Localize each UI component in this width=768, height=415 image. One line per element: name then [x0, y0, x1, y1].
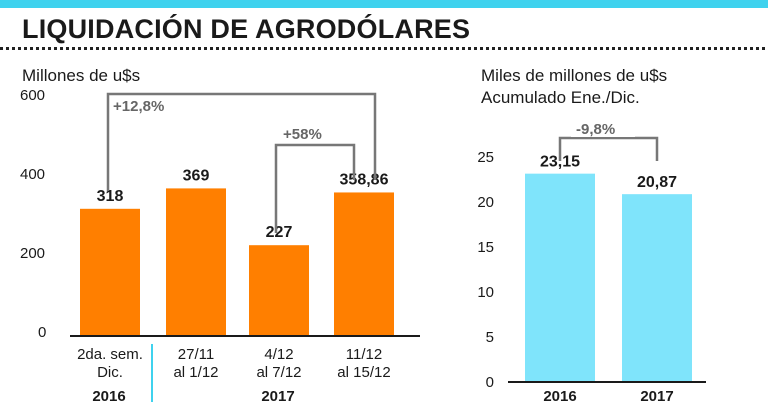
left-bar — [334, 192, 394, 336]
right-ytick: 20 — [477, 194, 494, 211]
group-label-2017: 2017 — [261, 388, 294, 405]
right-bar — [622, 194, 692, 382]
left-category-label: al 7/12 — [256, 364, 301, 381]
right-ytick: 15 — [477, 239, 494, 256]
right-bar-value-label: 20,87 — [637, 174, 677, 191]
bracket-58 — [274, 143, 356, 233]
chart-title: LIQUIDACIÓN DE AGRODÓLARES — [22, 14, 471, 44]
left-category-label: 27/11 — [178, 346, 214, 363]
left-chart: Millones de u$s 600 400 200 0 318 369 227 3… — [20, 66, 420, 405]
bracket-minus-9-8 — [558, 136, 659, 161]
title-rule — [0, 47, 768, 50]
left-bar-value-label: 358,86 — [340, 171, 389, 188]
left-bar — [80, 208, 140, 336]
left-category-label: 2da. sem. — [77, 346, 143, 363]
bracket-label-bg — [280, 125, 336, 142]
left-category-label: 4/12 — [264, 346, 293, 363]
left-category-label: Dic. — [97, 364, 123, 381]
right-ytick: 0 — [486, 374, 494, 391]
right-category-label: 2017 — [640, 388, 673, 405]
left-category-label: al 1/12 — [173, 364, 218, 381]
annotation-plus-58: +58% — [283, 126, 322, 143]
right-ytick: 25 — [477, 149, 494, 166]
left-bar-value-label: 318 — [97, 188, 124, 205]
left-bar — [249, 245, 309, 336]
left-bar — [166, 188, 226, 336]
annotation-minus-9-8: -9,8% — [576, 121, 615, 138]
right-chart: Miles de millones de u$s Acumulado Ene./… — [477, 66, 706, 405]
right-category-label: 2016 — [543, 388, 576, 405]
top-accent-bar — [0, 0, 768, 8]
right-bar — [525, 173, 595, 382]
bracket-label-bg — [571, 120, 635, 137]
left-ytick: 400 — [20, 166, 45, 183]
right-bar-value-label: 23,15 — [540, 154, 580, 171]
left-ylabel: Millones de u$s — [22, 66, 140, 85]
left-bar-value-label: 369 — [183, 167, 210, 184]
left-ytick: 0 — [38, 324, 46, 341]
left-category-label: al 15/12 — [337, 364, 390, 381]
right-ytick: 5 — [486, 329, 494, 346]
bracket-label-bg — [110, 97, 178, 114]
left-ytick: 200 — [20, 245, 45, 262]
annotation-plus-12-8: +12,8% — [113, 98, 164, 115]
left-category-label: 11/12 — [346, 346, 382, 363]
bracket-12-8 — [106, 92, 377, 191]
right-ylabel: Miles de millones de u$s — [481, 66, 667, 85]
right-ytick: 10 — [477, 284, 494, 301]
group-label-2016: 2016 — [92, 388, 125, 405]
right-subtitle: Acumulado Ene./Dic. — [481, 88, 640, 107]
left-ytick: 600 — [20, 87, 45, 104]
left-bar-value-label: 227 — [266, 224, 293, 241]
